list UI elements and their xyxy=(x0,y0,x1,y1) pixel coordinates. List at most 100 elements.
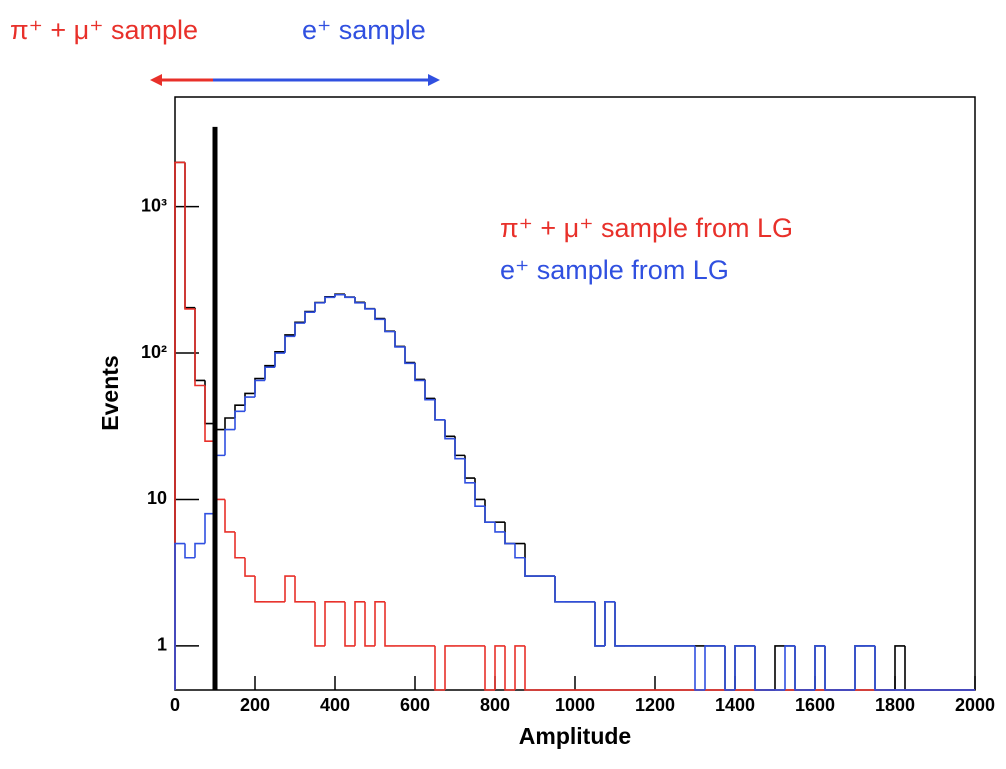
histogram-bin xyxy=(774,645,785,690)
histogram-bin xyxy=(204,512,215,544)
histogram-bin xyxy=(824,645,835,691)
histogram-bin xyxy=(384,319,395,333)
histogram-bin xyxy=(224,428,235,456)
x-axis-label: Amplitude xyxy=(519,723,631,749)
x-tick-label: 1800 xyxy=(875,695,915,715)
y-tick-label: 10 xyxy=(147,488,167,508)
histogram-bin xyxy=(484,645,495,691)
histogram-bin xyxy=(854,645,865,690)
histogram-bin xyxy=(514,543,525,559)
histogram-bin xyxy=(504,531,515,545)
y-axis-label: Events xyxy=(97,355,123,430)
x-tick-label: 1200 xyxy=(635,695,675,715)
histogram-bin xyxy=(194,542,205,558)
histogram-bin xyxy=(304,311,315,324)
histogram-bin xyxy=(324,601,335,646)
x-tick-label: 0 xyxy=(170,695,180,715)
histogram-bin xyxy=(424,380,435,401)
y-tick-label: 10³ xyxy=(141,195,167,215)
histogram-bin xyxy=(444,645,455,690)
annotation: e⁺ sample xyxy=(302,15,426,45)
histogram-bin xyxy=(254,379,265,398)
histogram-bin xyxy=(524,645,535,691)
x-tick-label: 1400 xyxy=(715,695,755,715)
histogram-bin xyxy=(244,396,255,412)
histogram-bin xyxy=(814,645,825,690)
histogram-bin xyxy=(504,645,515,691)
histogram-bin xyxy=(524,557,535,577)
histogram-bin xyxy=(494,645,505,690)
histogram-bin xyxy=(194,308,205,387)
histogram-bin xyxy=(704,645,715,690)
histogram-bin xyxy=(234,410,245,430)
histogram-bin xyxy=(394,331,405,348)
histogram-bin xyxy=(514,645,525,690)
legend-entry: π⁺ + μ⁺ sample from LG xyxy=(500,213,793,243)
histogram-bin xyxy=(264,366,275,381)
histogram-bin xyxy=(374,601,385,646)
y-tick-label: 1 xyxy=(157,635,167,655)
x-tick-label: 1000 xyxy=(555,695,595,715)
histogram-bin xyxy=(734,645,745,690)
x-tick-label: 400 xyxy=(320,695,350,715)
histogram-bin xyxy=(244,557,255,577)
histogram-bin xyxy=(694,645,705,691)
histogram-bin xyxy=(384,601,395,647)
histogram-bin xyxy=(414,363,425,382)
histogram-bin xyxy=(594,601,605,647)
histogram-bin xyxy=(484,506,495,523)
histogram-bin xyxy=(724,645,735,691)
x-tick-label: 600 xyxy=(400,695,430,715)
histogram-bin xyxy=(444,419,455,440)
histogram-bin xyxy=(284,575,295,602)
histogram-bin xyxy=(204,385,215,442)
histogram-bin xyxy=(344,294,355,299)
x-tick-label: 200 xyxy=(240,695,270,715)
histogram-bin xyxy=(364,601,375,647)
x-tick-label: 2000 xyxy=(955,695,995,715)
histogram-bin xyxy=(364,302,375,310)
histogram-bin xyxy=(344,601,355,647)
histogram-bin xyxy=(554,576,565,603)
arrow-head xyxy=(150,74,162,86)
histogram-bin xyxy=(224,499,235,533)
histogram-bin xyxy=(354,601,365,646)
histogram-bin xyxy=(294,322,305,337)
histogram-bin xyxy=(224,417,235,430)
histogram-bin xyxy=(294,576,305,603)
histogram-bin xyxy=(254,576,265,603)
x-tick-label: 1600 xyxy=(795,695,835,715)
histogram-bin xyxy=(234,531,245,559)
histogram-bin xyxy=(374,308,385,321)
annotation: π⁺ + μ⁺ sample xyxy=(10,15,198,45)
histogram-bin xyxy=(284,335,295,354)
histogram-bin xyxy=(474,482,485,507)
y-tick-label: 10² xyxy=(141,342,167,362)
histogram-bin xyxy=(464,458,475,484)
histogram-bin xyxy=(274,352,285,368)
histogram-bin xyxy=(434,399,445,421)
histogram-bin xyxy=(314,302,325,313)
histogram-bin xyxy=(404,346,415,365)
arrow-head xyxy=(428,74,440,86)
histogram-bin xyxy=(354,297,365,304)
legend-entry: e⁺ sample from LG xyxy=(500,255,729,285)
x-tick-label: 800 xyxy=(480,695,510,715)
histogram-bin xyxy=(494,522,505,533)
histogram-bin xyxy=(874,645,885,691)
histogram-bin xyxy=(174,542,185,690)
histogram-bin xyxy=(454,438,465,460)
histogram-bin xyxy=(324,296,335,303)
histogram-bin xyxy=(754,645,765,691)
histogram-bin xyxy=(604,601,615,646)
histogram-bin xyxy=(184,543,195,559)
histogram-bin xyxy=(434,645,445,691)
histogram-bin xyxy=(794,645,805,691)
histogram-bin xyxy=(314,601,325,647)
plot-frame xyxy=(174,96,976,691)
histogram-bin xyxy=(184,162,195,310)
histogram-bin xyxy=(894,645,905,690)
histogram-bin xyxy=(174,161,185,690)
histogram-bin xyxy=(334,293,345,298)
